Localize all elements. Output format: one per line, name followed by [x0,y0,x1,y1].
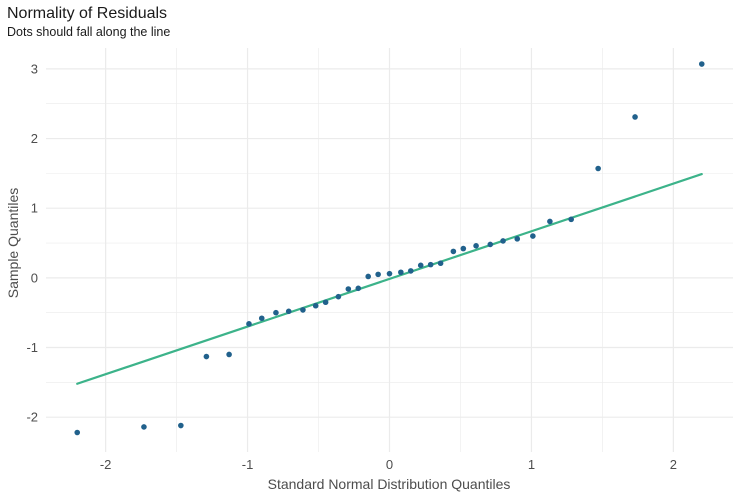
x-tick-label: 0 [386,457,393,472]
data-point [632,114,638,120]
x-tick-label: 1 [528,457,535,472]
data-point [312,302,319,309]
x-tick-label: 2 [670,457,677,472]
data-point [473,243,479,249]
data-point [203,353,210,360]
reference-line [76,172,703,385]
y-tick-label: -2 [26,410,38,425]
y-tick-label: 0 [31,270,38,285]
data-point [500,238,506,244]
points-group [74,61,705,436]
data-point [300,307,306,313]
data-point [355,285,362,292]
data-point [322,299,329,306]
x-axis-title: Standard Normal Distribution Quantiles [268,476,511,492]
data-point [460,245,467,252]
data-point [273,309,279,316]
data-point [365,273,372,280]
data-point [246,321,252,327]
y-tick-label: 2 [31,131,38,146]
x-tick-label: -2 [100,457,112,472]
y-tick-label: 3 [31,61,38,76]
data-point [178,422,184,429]
data-point [530,233,536,239]
data-point [407,268,414,274]
x-tick-labels: -2 -1 0 1 2 [100,457,677,472]
data-point [698,61,705,67]
chart-title: Normality of Residuals [7,5,168,22]
data-point [568,216,574,223]
grid-lines [46,48,733,452]
data-point [74,429,81,436]
y-tick-labels: -2 -1 0 1 2 3 [26,61,38,424]
y-axis-title: Sample Quantiles [5,188,21,299]
data-point [345,286,352,292]
reference-line-group [76,172,703,385]
data-point [141,424,147,430]
data-point [417,262,424,269]
data-point [258,315,265,322]
y-tick-label: 1 [31,201,38,216]
data-point [398,269,404,276]
data-point [335,293,342,300]
data-point [514,236,521,242]
data-point [487,241,494,248]
data-point [386,270,393,277]
data-point [285,308,292,315]
x-tick-label: -1 [242,457,254,472]
data-point [450,248,457,255]
data-point [226,351,232,358]
data-point [427,261,434,268]
chart-subtitle: Dots should fall along the line [7,25,171,39]
data-point [595,165,601,172]
data-point [437,260,444,267]
data-point [375,271,381,278]
data-point [547,218,553,225]
y-tick-label: -1 [26,340,38,355]
